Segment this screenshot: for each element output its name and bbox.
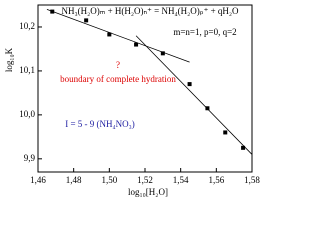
x-tick-label: 1,58: [244, 175, 260, 185]
annotation: m=n=1, p=0, q=2: [173, 27, 236, 37]
data-point: [205, 106, 210, 111]
data-point: [107, 32, 112, 37]
data-point: [223, 130, 228, 135]
data-point: [187, 82, 192, 87]
chart: NH₃(H₂O)ₘ + H(H₂O)ₙ⁺ = NH₄(H₂O)ₚ⁺ + qH₂O…: [4, 4, 260, 197]
x-tick-label: 1,48: [66, 175, 82, 185]
chart-title: NH₃(H₂O)ₘ + H(H₂O)ₙ⁺ = NH₄(H₂O)ₚ⁺ + qH₂O: [61, 6, 239, 16]
annotation: I = 5 - 9 (NH₄NO₃): [65, 119, 135, 129]
data-point: [50, 9, 55, 14]
annotation: boundary of complete hydration: [60, 74, 176, 84]
data-point: [134, 42, 139, 47]
y-tick-label: 10,1: [19, 65, 35, 75]
data-point: [160, 51, 165, 56]
y-tick-label: 10,0: [19, 109, 35, 119]
data-point: [84, 18, 89, 23]
x-tick-label: 1,56: [208, 175, 224, 185]
x-tick-label: 1,52: [137, 175, 153, 185]
y-axis-label: log₁₀K: [4, 47, 14, 72]
fit-line: [135, 35, 253, 155]
x-tick-label: 1,54: [173, 175, 189, 185]
x-tick-label: 1,46: [30, 175, 46, 185]
y-tick-label: 9,9: [24, 153, 36, 163]
annotation: ?: [116, 60, 120, 70]
x-tick-label: 1,50: [101, 175, 117, 185]
x-axis-label: log₁₀[H₂O]: [128, 187, 168, 197]
data-point: [241, 145, 246, 150]
fit-line: [46, 9, 190, 63]
y-tick-label: 10,2: [19, 21, 35, 31]
